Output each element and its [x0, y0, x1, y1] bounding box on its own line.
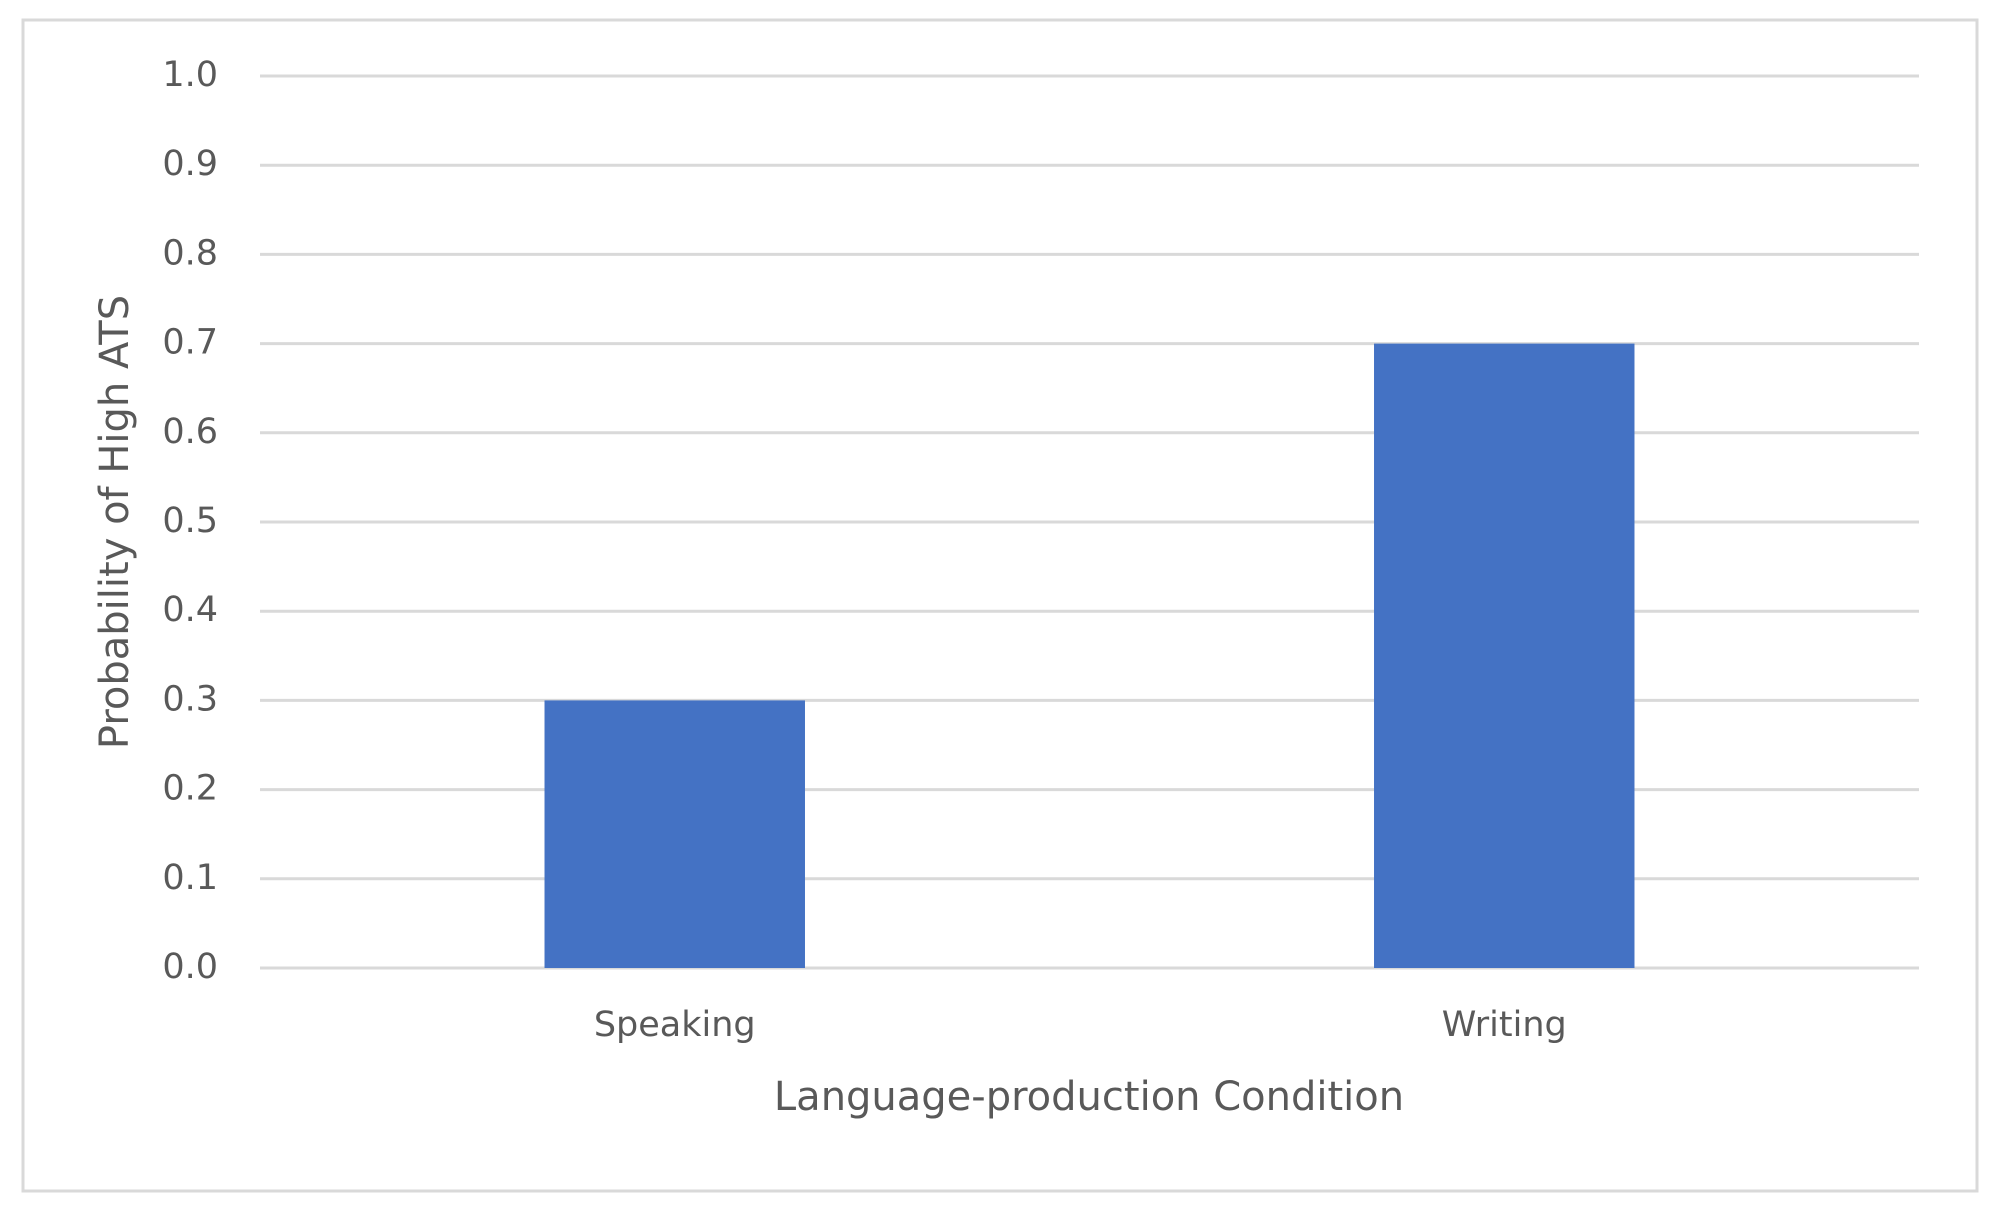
chart-border	[21, 18, 1979, 1193]
x-axis-title: Language-production Condition	[774, 1074, 1404, 1120]
x-tick-label: Speaking	[594, 1005, 756, 1045]
y-tick-label: 0.6	[162, 412, 218, 452]
y-tick-label: 1.0	[162, 55, 218, 95]
y-tick-label: 0.3	[162, 679, 218, 719]
y-tick-label: 0.8	[162, 233, 218, 273]
bar	[544, 700, 805, 968]
y-tick-label: 0.2	[162, 769, 218, 809]
y-tick-label: 0.1	[162, 858, 218, 898]
y-axis-title: Probability of High ATS	[92, 295, 138, 749]
y-tick-label: 0.0	[162, 947, 218, 987]
x-tick-label: Writing	[1442, 1005, 1567, 1045]
bar	[1374, 343, 1635, 969]
y-tick-label: 0.7	[162, 323, 218, 363]
y-tick-label: 0.9	[162, 144, 218, 184]
y-tick-label: 0.4	[162, 590, 218, 630]
y-tick-label: 0.5	[162, 501, 218, 541]
